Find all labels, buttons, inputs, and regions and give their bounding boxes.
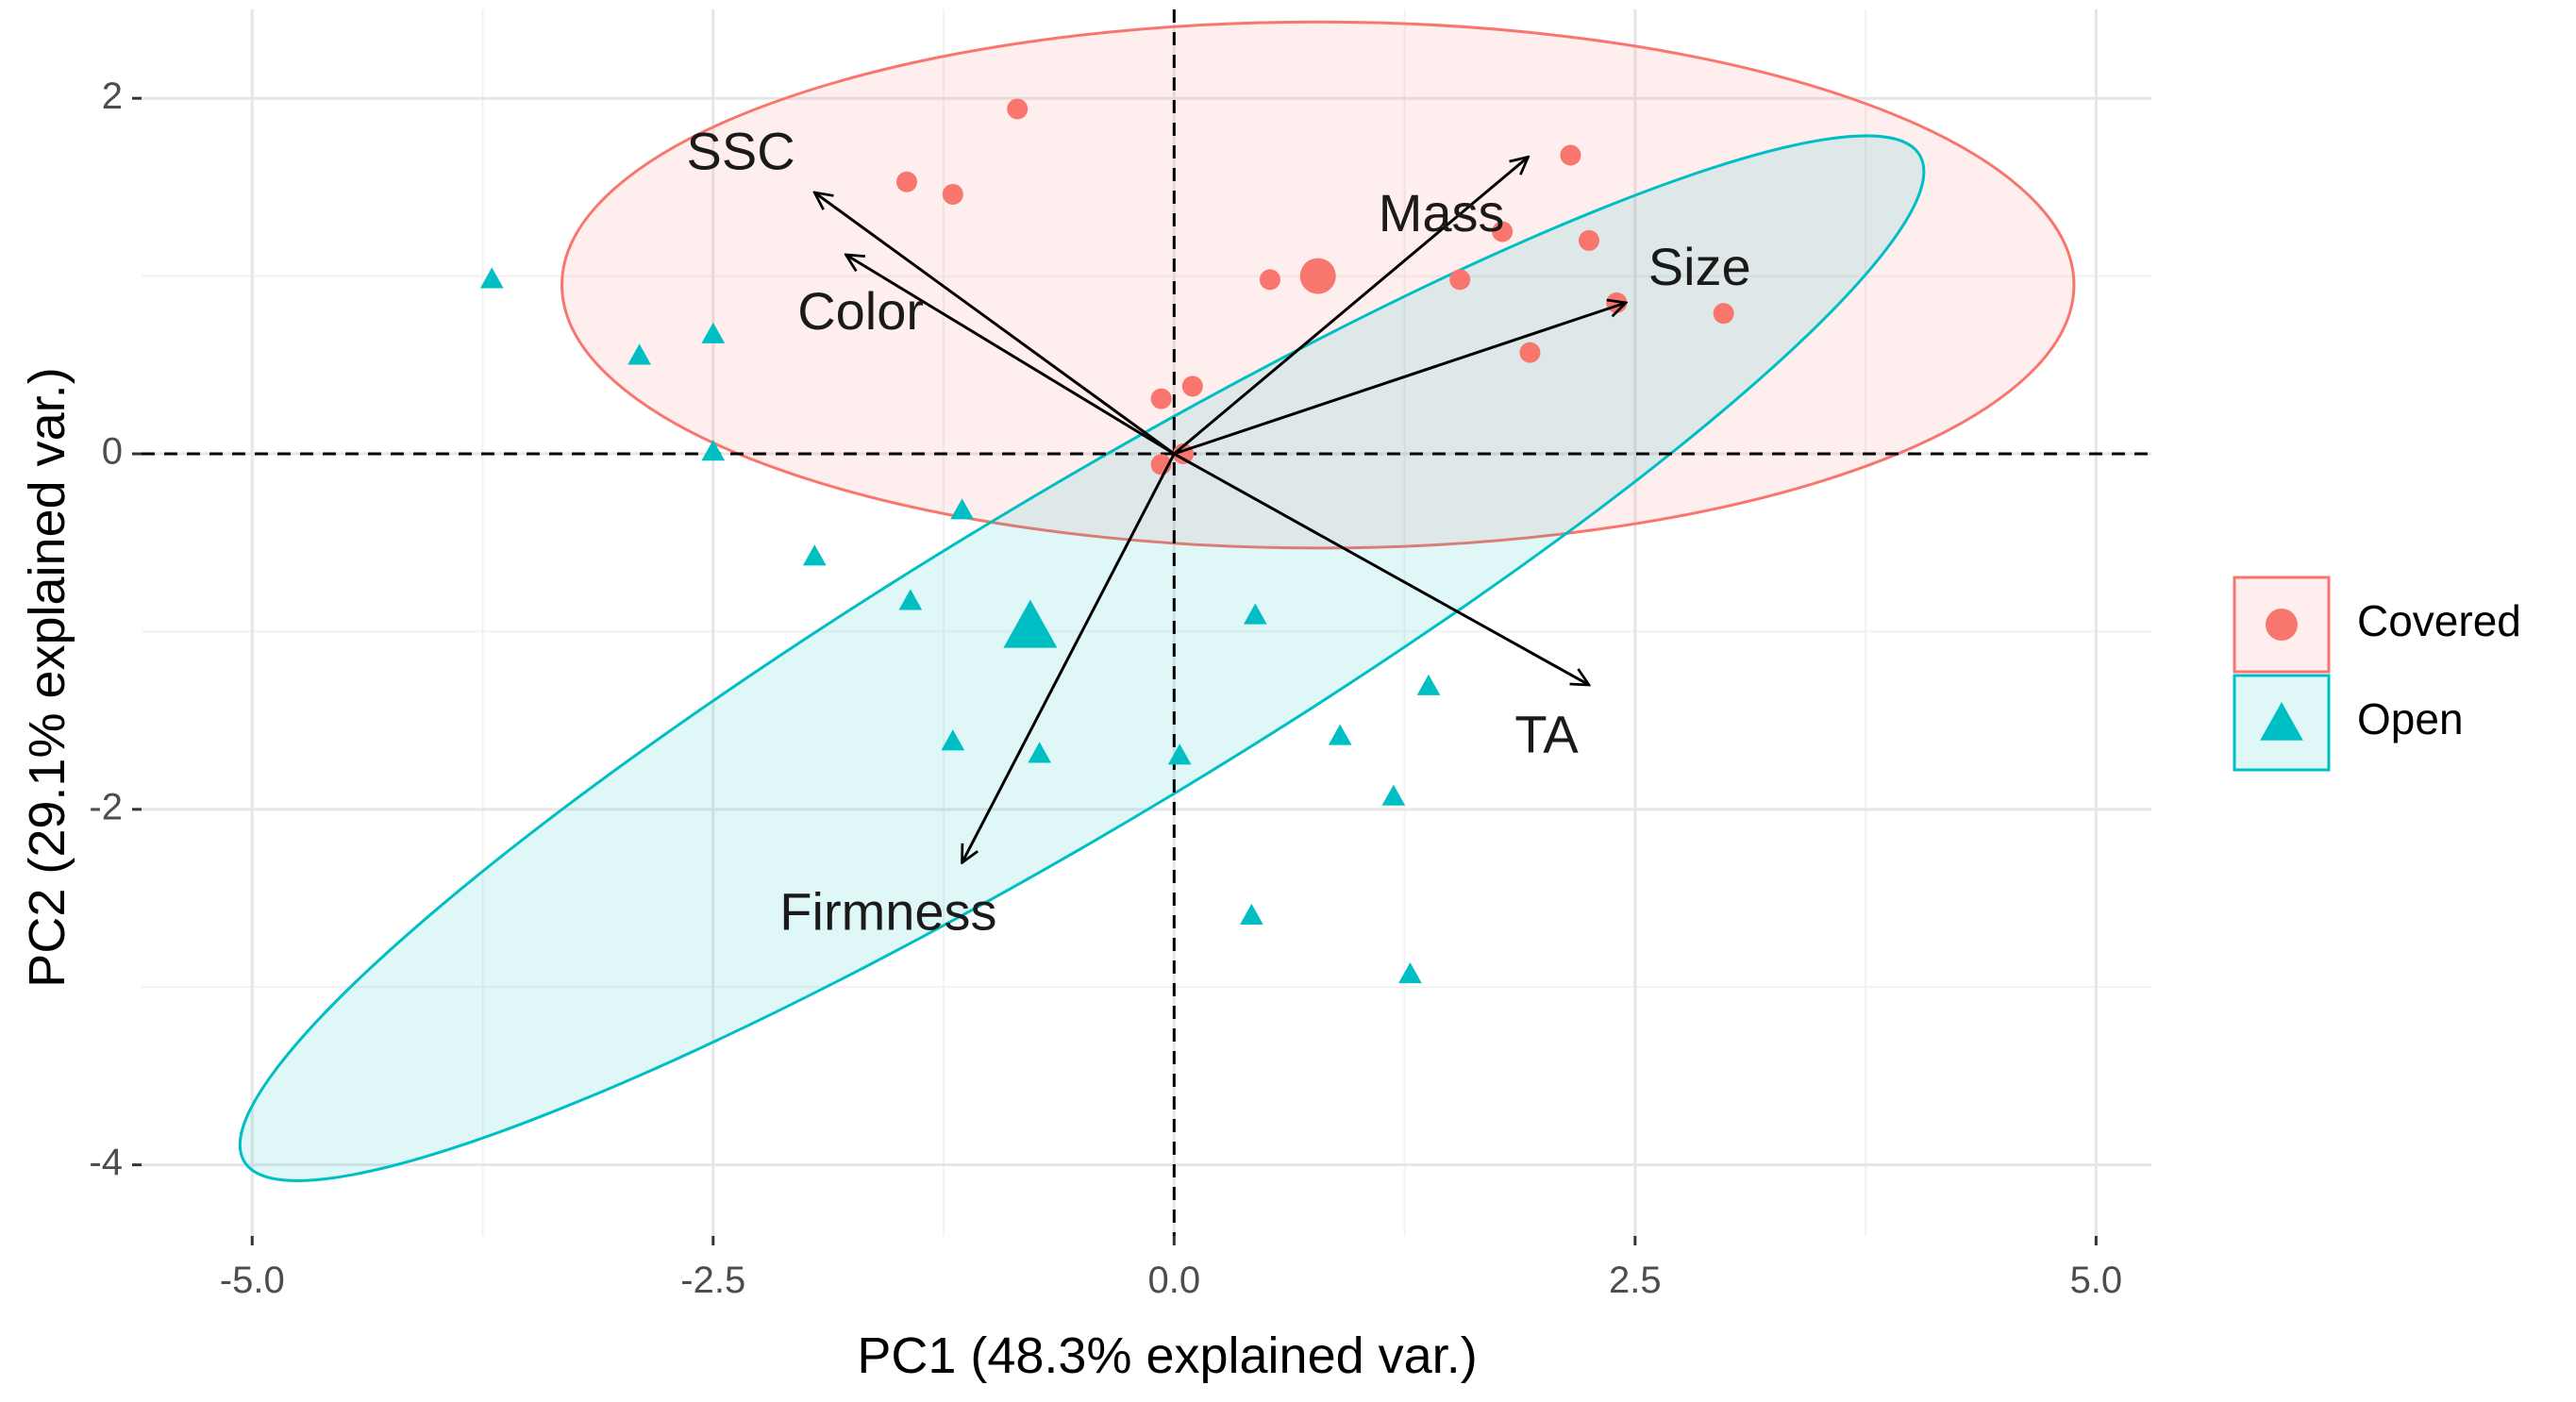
ellipse-open — [238, 134, 1926, 1182]
x-tick-label: 5.0 — [2070, 1260, 2123, 1301]
point-open — [701, 440, 726, 461]
legend-symbol-open — [2260, 702, 2303, 741]
x-tick-label: 2.5 — [1609, 1260, 1662, 1301]
point-covered — [1713, 303, 1734, 325]
reference-lines — [142, 9, 2151, 1236]
point-covered — [1007, 98, 1029, 120]
point-covered — [1519, 342, 1541, 363]
point-open — [479, 267, 504, 289]
point-open — [1243, 603, 1267, 625]
legend-label-covered: Covered — [2357, 596, 2521, 645]
point-covered — [1578, 229, 1599, 251]
point-open — [1028, 742, 1052, 763]
y-axis-title: PC2 (29.1% explained var.) — [19, 367, 75, 987]
y-tick-label: 0 — [102, 431, 123, 473]
axis-ticks: -5.0 -2.5 0.0 2.5 5.0 -4 -2 0 2 — [89, 75, 2122, 1301]
loading-arrow-firmness — [962, 453, 1176, 862]
point-covered — [1150, 388, 1172, 409]
point-covered — [1449, 269, 1471, 291]
centroid-covered — [1299, 258, 1336, 294]
point-covered — [942, 183, 963, 205]
point-open — [1398, 962, 1422, 984]
point-covered — [1492, 221, 1514, 242]
point-open — [898, 589, 923, 610]
point-open — [1328, 724, 1352, 745]
x-tick-label: -5.0 — [220, 1260, 285, 1301]
y-tick-label: -4 — [89, 1142, 123, 1183]
point-open — [701, 322, 726, 343]
point-covered — [1560, 144, 1581, 166]
loading-arrow-size — [1173, 303, 1626, 456]
loading-label-ta: TA — [1514, 704, 1579, 763]
centroid-open — [1003, 599, 1058, 648]
point-open — [802, 544, 827, 566]
loading-arrows: SSC Color Mass Size TA Firmness — [687, 121, 1751, 941]
x-tick-label: -2.5 — [680, 1260, 745, 1301]
group-ellipses — [238, 20, 2076, 1182]
x-tick-label: 0.0 — [1148, 1260, 1201, 1301]
point-open — [1416, 674, 1441, 695]
point-open — [1381, 784, 1406, 806]
loading-label-size: Size — [1648, 237, 1751, 296]
point-open — [1167, 743, 1192, 765]
loading-label-color: Color — [797, 281, 924, 341]
loading-arrow-color — [845, 255, 1176, 456]
point-open — [950, 498, 974, 520]
loading-arrow-mass — [1173, 157, 1528, 456]
point-covered — [1259, 269, 1280, 291]
loading-label-mass: Mass — [1379, 183, 1505, 242]
point-covered — [1181, 376, 1203, 397]
point-open — [627, 343, 651, 365]
loading-arrow-ta — [1173, 452, 1589, 685]
legend: Covered Open — [2233, 576, 2521, 772]
point-open — [941, 729, 965, 751]
y-tick-label: 2 — [102, 75, 123, 117]
legend-label-open: Open — [2357, 694, 2464, 743]
loading-arrow-ssc — [814, 192, 1176, 456]
point-open — [1240, 903, 1263, 925]
point-covered — [895, 171, 917, 192]
minor-gridlines — [142, 9, 2151, 1236]
loading-label-firmness: Firmness — [779, 882, 996, 942]
x-axis-title: PC1 (48.3% explained var.) — [857, 1327, 1477, 1384]
legend-symbol-covered — [2266, 609, 2298, 641]
y-tick-label: -2 — [89, 786, 123, 827]
loading-label-ssc: SSC — [687, 121, 795, 180]
